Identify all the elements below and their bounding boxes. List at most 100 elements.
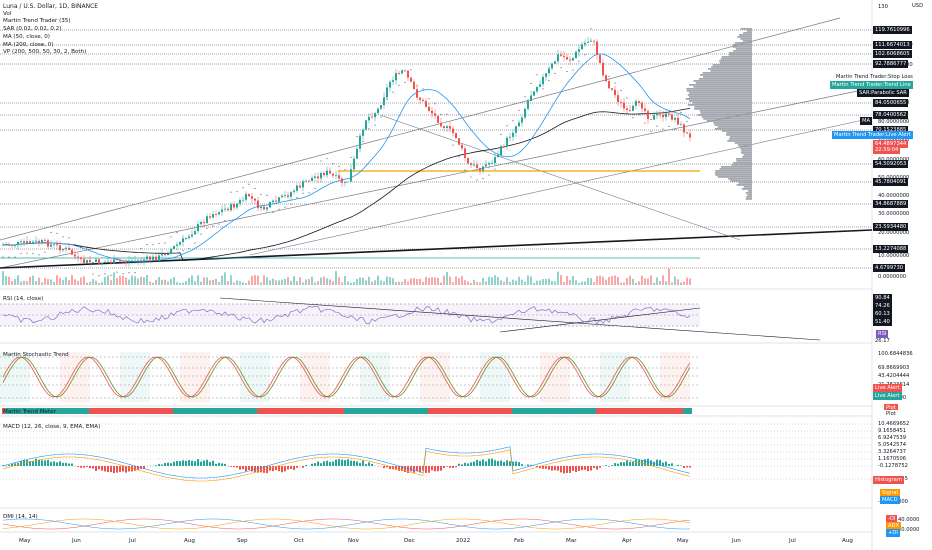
trend-meter-cell	[380, 408, 383, 414]
price-level-badge[interactable]: 92.7886777	[873, 60, 909, 68]
volume-bar	[152, 282, 154, 285]
trend-meter-cell	[602, 408, 605, 414]
volume-bar	[485, 281, 487, 285]
macd-histogram-bar	[17, 462, 19, 466]
indicator-sar[interactable]: SAR (0.02, 0.02, 0.2)	[3, 26, 62, 33]
price-level-badge[interactable]: 23.5934480	[873, 223, 909, 231]
trend-meter-cell	[206, 408, 209, 414]
sar-dot	[50, 231, 52, 233]
macd-histogram-bar	[284, 466, 286, 472]
trend-meter-cell	[233, 408, 236, 414]
macd-histogram-bar	[236, 466, 238, 468]
candle-body	[686, 132, 688, 134]
macd-histogram-bar	[26, 460, 28, 466]
trend-meter-cell	[506, 408, 509, 414]
dmi-title[interactable]: DMI (14, 14)	[3, 514, 38, 520]
price-level-badge[interactable]: 64.4897344	[873, 140, 909, 148]
volume-bar	[395, 282, 397, 285]
macd-histogram-bar	[338, 459, 340, 466]
trend-meter-title[interactable]: Martin Trend Meter	[3, 409, 56, 415]
price-level-badge[interactable]: 4.6799730	[873, 264, 906, 272]
sar-dot	[182, 249, 184, 251]
candle-body	[260, 206, 262, 209]
macd-histogram-bar	[131, 466, 133, 472]
indicator-label-badge[interactable]: Martin Trend Trader:Live Alert	[832, 131, 913, 139]
volume-profile-bar	[747, 190, 752, 192]
price-level-badge[interactable]: 119.7610996	[873, 26, 912, 34]
trend-meter-cell	[656, 408, 659, 414]
indicator-vol[interactable]: Vol	[3, 10, 12, 17]
stoch-tick-label: 100.6844836	[878, 351, 913, 357]
price-level-badge[interactable]: 102.6068605	[873, 50, 912, 58]
sar-dot	[398, 84, 400, 86]
trend-meter-cell	[425, 408, 428, 414]
macd-histogram-bar	[389, 466, 391, 470]
macd-histogram-bar	[557, 466, 559, 471]
macd-histogram-bar	[470, 462, 472, 466]
price-level-badge[interactable]: 22:59:04	[873, 146, 901, 154]
candle-body	[500, 146, 502, 155]
stoch-alert-label: Live Alert	[873, 384, 902, 392]
macd-tick-label: 3.3264737	[878, 449, 907, 455]
candle-body	[125, 261, 127, 263]
rsi-title[interactable]: RSI (14, close)	[3, 296, 44, 302]
trend-meter-cell	[467, 408, 470, 414]
candle-body	[419, 97, 421, 100]
price-level-badge[interactable]: 78.0400562	[873, 111, 909, 119]
price-level-badge[interactable]: 34.8687889	[873, 200, 909, 208]
volume-bar	[155, 279, 157, 285]
price-level-badge[interactable]: 70.1523885	[873, 126, 909, 134]
candle-body	[278, 197, 280, 202]
indicator-label-badge[interactable]: SAR:Parabolic SAR	[857, 89, 909, 97]
macd-histogram-bar	[539, 466, 541, 469]
sar-dot	[494, 168, 496, 170]
price-level-badge[interactable]: 54.5092053	[873, 160, 909, 168]
trend-meter-cell	[299, 408, 302, 414]
time-tick-label: Feb	[514, 538, 524, 544]
macd-histogram-bar	[611, 465, 613, 466]
candle-body	[11, 245, 13, 246]
candle-body	[212, 214, 214, 218]
currency-label[interactable]: USD	[912, 3, 924, 9]
trend-meter-cell	[551, 408, 554, 414]
symbol-title[interactable]: Luna / U.S. Dollar, 1D, BINANCE	[3, 3, 99, 10]
trend-meter-cell	[11, 408, 14, 414]
candle-body	[527, 101, 529, 109]
macd-title[interactable]: MACD (12, 26, close, 9, EMA, EMA)	[3, 424, 101, 430]
volume-bar	[665, 281, 667, 285]
trend-meter-cell	[392, 408, 395, 414]
stoch-title[interactable]: Martin Stochastic Trend	[3, 352, 69, 358]
volume-bar	[110, 280, 112, 285]
indicator-vp[interactable]: VP (200, 500, 50, 30, 2, Both)	[3, 49, 87, 56]
macd-histogram-bar	[323, 461, 325, 466]
volume-bar	[122, 275, 124, 285]
price-level-badge[interactable]: 13.2274088	[873, 245, 909, 253]
candle-body	[290, 192, 292, 197]
dmi-lines	[2, 518, 691, 530]
volume-bar	[470, 282, 472, 285]
sar-dot	[20, 252, 22, 254]
candle-body	[158, 255, 160, 261]
price-level-badge[interactable]: 111.6674013	[873, 41, 912, 49]
macd-signal-path	[2, 449, 691, 482]
volume-profile-bar	[715, 174, 752, 176]
candle-body	[5, 244, 7, 246]
trend-meter-cell	[44, 408, 47, 414]
price-level-badge[interactable]: 45.7804091	[873, 178, 909, 186]
indicator-label-badge[interactable]: Martin Trend Trader:Stop Loss	[834, 73, 915, 81]
sar-dot	[56, 232, 58, 234]
trend-meter-cell	[266, 408, 269, 414]
volume-profile-bar	[736, 160, 752, 162]
volume-bar	[284, 278, 286, 285]
indicator-label-badge[interactable]: Martin Trend Trader:Trend Line	[830, 81, 913, 89]
indicator-ma200[interactable]: MA (200, close, 0)	[3, 41, 54, 48]
candle-body	[311, 177, 313, 181]
trend-meter-cell	[47, 408, 50, 414]
indicator-martin-trend-trader[interactable]: Martin Trend Trader (35)	[3, 18, 71, 25]
trend-meter-cell	[224, 408, 227, 414]
trend-meter-cell	[188, 408, 191, 414]
price-level-badge[interactable]: 84.0500655	[873, 99, 909, 107]
indicator-label-badge[interactable]: MA	[860, 117, 873, 125]
indicator-ma50[interactable]: MA (50, close, 0)	[3, 33, 50, 40]
